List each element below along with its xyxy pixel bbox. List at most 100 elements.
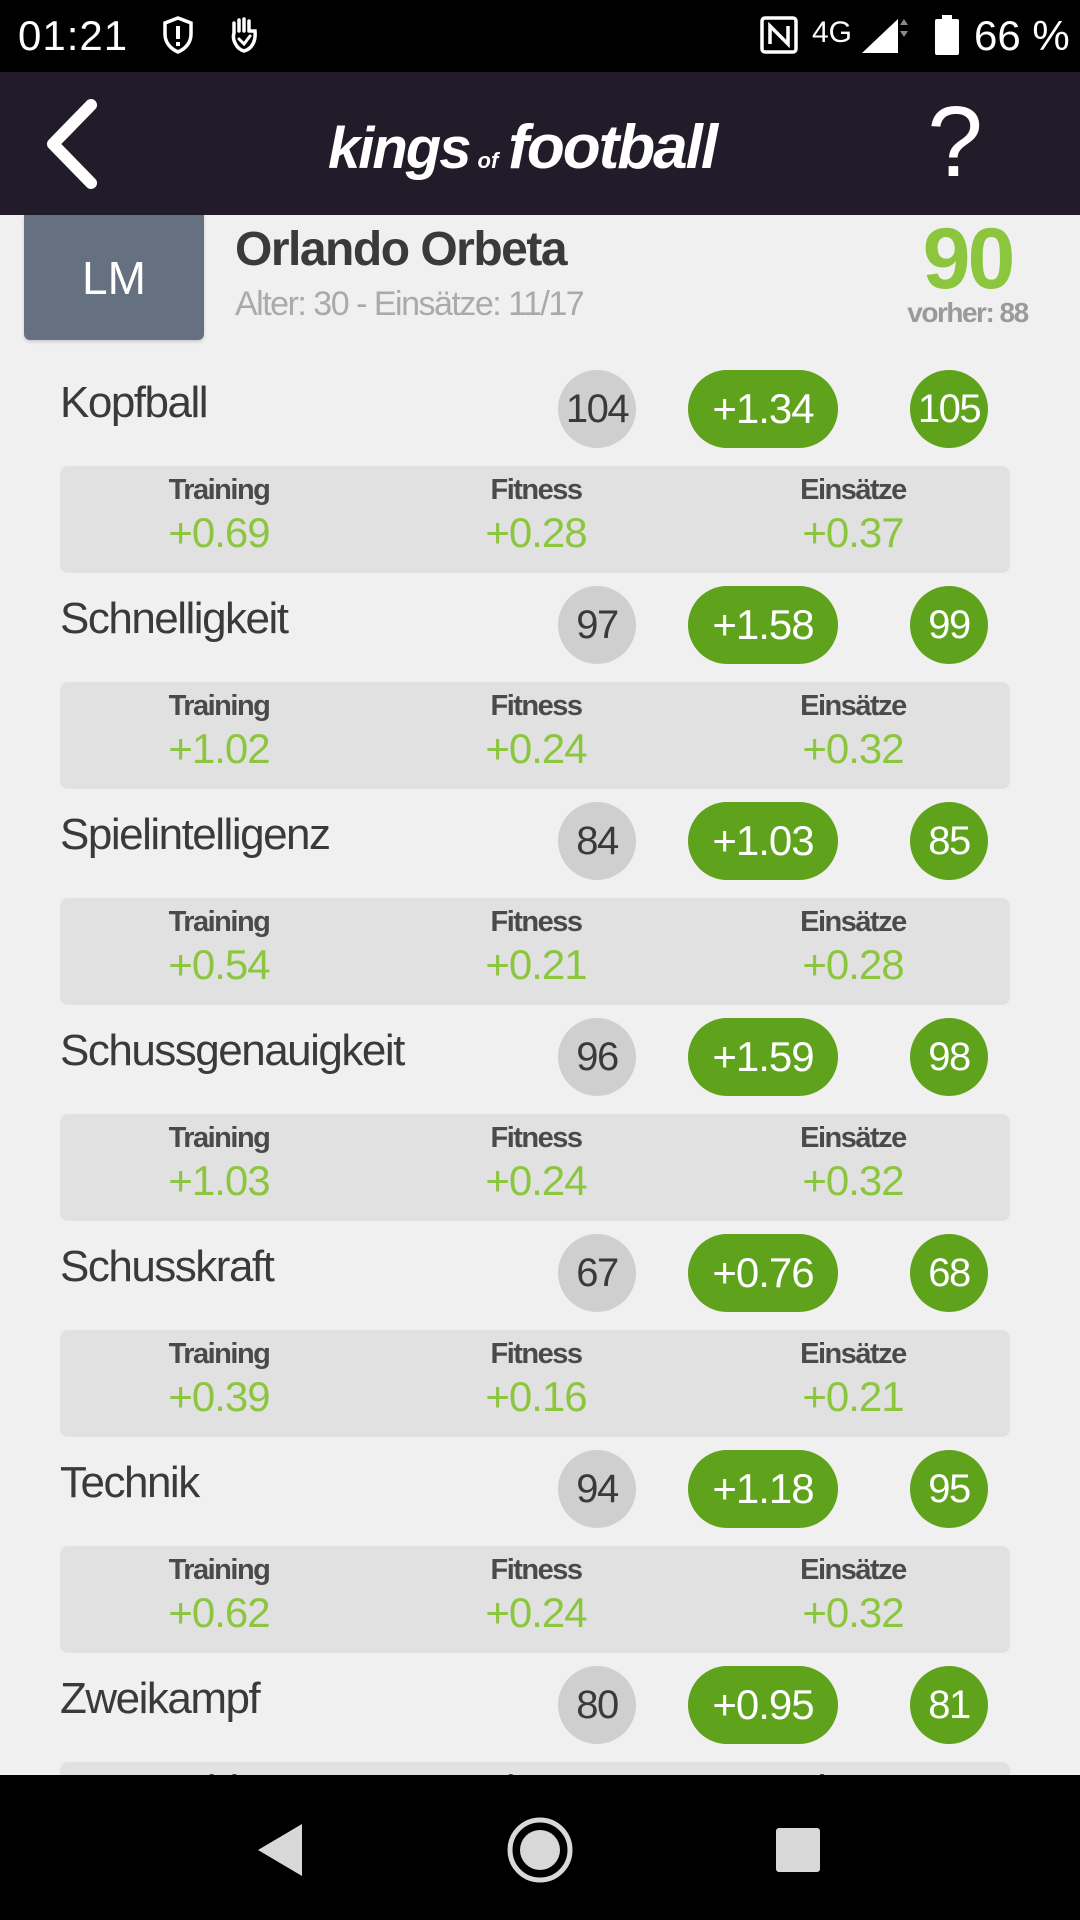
training-value: +1.03 bbox=[168, 1157, 270, 1204]
delta-value: +1.58 bbox=[688, 586, 838, 664]
einsaetze-column: Einsätze +0.21 bbox=[733, 1338, 973, 1421]
nfc-icon bbox=[757, 12, 801, 58]
attribute-name: Schusskraft bbox=[60, 1242, 275, 1291]
einsaetze-value: +0.32 bbox=[802, 725, 904, 772]
player-previous-rating: vorher: 88 bbox=[907, 297, 1029, 328]
delta-value: +1.34 bbox=[688, 370, 838, 448]
old-value: 80 bbox=[558, 1666, 636, 1744]
einsaetze-label: Einsätze bbox=[800, 1122, 907, 1154]
einsaetze-value: +0.32 bbox=[802, 1157, 904, 1204]
nav-recents-icon bbox=[776, 1828, 820, 1872]
new-value: 98 bbox=[910, 1018, 988, 1096]
attribute-name: Zweikampf bbox=[60, 1674, 261, 1723]
training-value: +0.39 bbox=[168, 1373, 270, 1420]
new-value: 95 bbox=[910, 1450, 988, 1528]
old-value: 84 bbox=[558, 802, 636, 880]
attribute-row: Zweikampf 80 +0.95 81 Training Fitness E… bbox=[0, 1646, 1080, 1775]
einsaetze-label: Einsätze bbox=[800, 1338, 907, 1370]
battery-icon bbox=[932, 12, 962, 58]
einsaetze-label: Einsätze bbox=[800, 690, 907, 722]
breakdown-panel: Training +0.39 Fitness +0.16 Einsätze +0.21 bbox=[60, 1330, 1010, 1437]
fitness-column: Fitness +0.28 bbox=[416, 474, 656, 557]
fitness-column: Fitness +0.24 bbox=[416, 1122, 656, 1205]
logo-football: football bbox=[508, 113, 718, 182]
fitness-label: Fitness bbox=[490, 906, 583, 938]
nav-recents-button[interactable] bbox=[753, 1805, 843, 1895]
new-value: 85 bbox=[910, 802, 988, 880]
fitness-value: +0.21 bbox=[485, 941, 587, 988]
fitness-column: Fitness +0.21 bbox=[416, 906, 656, 989]
fitness-column: Fitness bbox=[416, 1770, 656, 1775]
back-button[interactable] bbox=[36, 94, 106, 194]
network-type: 4G bbox=[812, 16, 853, 49]
training-value: +0.54 bbox=[168, 941, 270, 988]
old-value: 104 bbox=[558, 370, 636, 448]
breakdown-panel: Training +0.62 Fitness +0.24 Einsätze +0.32 bbox=[60, 1546, 1010, 1653]
einsaetze-value: +0.37 bbox=[802, 509, 904, 556]
battery-percent: 66 % bbox=[974, 12, 1070, 59]
einsaetze-value: +0.28 bbox=[802, 941, 904, 988]
fitness-label: Fitness bbox=[490, 1554, 583, 1586]
old-value: 97 bbox=[558, 586, 636, 664]
attribute-name: Schussgenauigkeit bbox=[60, 1026, 405, 1075]
attribute-row: Spielintelligenz 84 +1.03 85 Training +0.… bbox=[0, 782, 1080, 1005]
shield-alert-icon bbox=[158, 12, 198, 58]
signal-icon bbox=[858, 12, 914, 58]
training-label: Training bbox=[168, 474, 271, 506]
old-value: 96 bbox=[558, 1018, 636, 1096]
new-value: 68 bbox=[910, 1234, 988, 1312]
fitness-column: Fitness +0.24 bbox=[416, 1554, 656, 1637]
einsaetze-value: +0.32 bbox=[802, 1589, 904, 1636]
einsaetze-value: +0.21 bbox=[802, 1373, 904, 1420]
attribute-row: Schusskraft 67 +0.76 68 Training +0.39 Fi… bbox=[0, 1214, 1080, 1437]
training-value: +1.02 bbox=[168, 725, 270, 772]
einsaetze-column: Einsätze +0.32 bbox=[733, 1554, 973, 1637]
training-value: +0.62 bbox=[168, 1589, 270, 1636]
training-column: Training +1.03 bbox=[99, 1122, 339, 1205]
new-value: 81 bbox=[910, 1666, 988, 1744]
back-arrow-icon bbox=[47, 99, 97, 189]
attribute-row: Schussgenauigkeit 96 +1.59 98 Training +1… bbox=[0, 998, 1080, 1221]
delta-value: +1.18 bbox=[688, 1450, 838, 1528]
new-value: 99 bbox=[910, 586, 988, 664]
breakdown-panel: Training +1.03 Fitness +0.24 Einsätze +0.32 bbox=[60, 1114, 1010, 1221]
fitness-label: Fitness bbox=[416, 1770, 656, 1775]
attribute-row: Technik 94 +1.18 95 Training +0.62 Fitnes… bbox=[0, 1430, 1080, 1653]
training-label: Training bbox=[168, 1338, 271, 1370]
player-rating: 90 bbox=[922, 211, 1016, 307]
nav-home-button[interactable] bbox=[495, 1805, 585, 1895]
help-button[interactable]: ? bbox=[927, 86, 983, 198]
breakdown-panel: Training Fitness Einsätze bbox=[60, 1762, 1010, 1775]
fitness-value: +0.16 bbox=[485, 1373, 587, 1420]
nav-back-button[interactable] bbox=[235, 1805, 325, 1895]
einsaetze-label: Einsätze bbox=[800, 1554, 907, 1586]
attribute-list[interactable]: Kopfball 104 +1.34 105 Training +0.69 Fit… bbox=[0, 215, 1080, 1775]
fitness-label: Fitness bbox=[490, 1122, 583, 1154]
training-column: Training +0.39 bbox=[99, 1338, 339, 1421]
einsaetze-column: Einsätze +0.37 bbox=[733, 474, 973, 557]
training-column: Training +0.62 bbox=[99, 1554, 339, 1637]
fitness-value: +0.24 bbox=[485, 1157, 587, 1204]
attribute-row: Schnelligkeit 97 +1.58 99 Training +1.02 … bbox=[0, 566, 1080, 789]
training-column: Training bbox=[99, 1770, 339, 1775]
nav-back-icon bbox=[258, 1824, 302, 1876]
delta-value: +0.76 bbox=[688, 1234, 838, 1312]
breakdown-panel: Training +0.54 Fitness +0.21 Einsätze +0.28 bbox=[60, 898, 1010, 1005]
fitness-label: Fitness bbox=[490, 690, 583, 722]
navigation-bar bbox=[0, 1775, 1080, 1920]
player-name: Orlando Orbeta bbox=[235, 223, 568, 276]
hand-shield-icon bbox=[222, 12, 266, 58]
fitness-column: Fitness +0.24 bbox=[416, 690, 656, 773]
fitness-value: +0.24 bbox=[485, 1589, 587, 1636]
training-label: Training bbox=[168, 1554, 271, 1586]
delta-value: +1.03 bbox=[688, 802, 838, 880]
attribute-name: Spielintelligenz bbox=[60, 810, 331, 859]
fitness-label: Fitness bbox=[490, 1338, 583, 1370]
einsaetze-label: Einsätze bbox=[733, 1770, 973, 1775]
training-label: Training bbox=[168, 906, 271, 938]
fitness-column: Fitness +0.16 bbox=[416, 1338, 656, 1421]
einsaetze-label: Einsätze bbox=[800, 474, 907, 506]
fitness-value: +0.28 bbox=[485, 509, 587, 556]
training-label: Training bbox=[168, 1122, 271, 1154]
training-column: Training +0.54 bbox=[99, 906, 339, 989]
